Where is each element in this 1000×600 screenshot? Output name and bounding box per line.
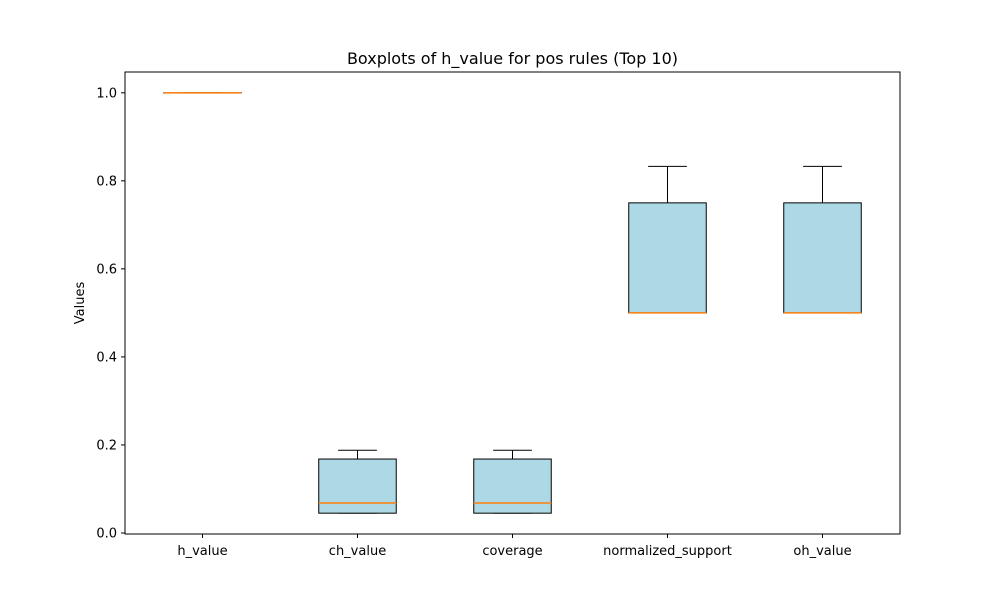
y-tick-label-0: 0.0 [96, 526, 117, 541]
chart-title: Boxplots of h_value for pos rules (Top 1… [347, 49, 678, 69]
axes-frame [124, 71, 901, 535]
x-tick-label-ch_value: ch_value [329, 544, 386, 559]
box-normalized_support [628, 202, 707, 314]
box-oh_value [783, 202, 862, 314]
y-axis-label: Values [73, 282, 88, 325]
y-tick-label-3: 0.6 [96, 262, 117, 277]
x-tick-label-coverage: coverage [482, 544, 542, 559]
y-tick-label-1: 0.2 [96, 438, 117, 453]
boxplot-coverage [473, 449, 552, 514]
plot-area: 0.0 0.2 0.4 0.6 0.8 1.0 h_value ch_value coverag… [96, 71, 901, 559]
boxplot-oh_value [783, 165, 862, 314]
y-tick-label-4: 0.8 [96, 174, 117, 189]
x-tick-label-oh_value: oh_value [793, 544, 851, 559]
box-coverage [473, 458, 552, 514]
y-tick-label-2: 0.4 [96, 350, 117, 365]
boxplot-normalized_support [628, 165, 707, 314]
x-tick-label-h_value: h_value [177, 544, 227, 559]
boxplot-ch_value [318, 449, 397, 514]
y-tick-label-5: 1.0 [96, 86, 117, 101]
box-ch_value [318, 458, 397, 514]
x-tick-label-normalized_support: normalized_support [603, 544, 732, 559]
